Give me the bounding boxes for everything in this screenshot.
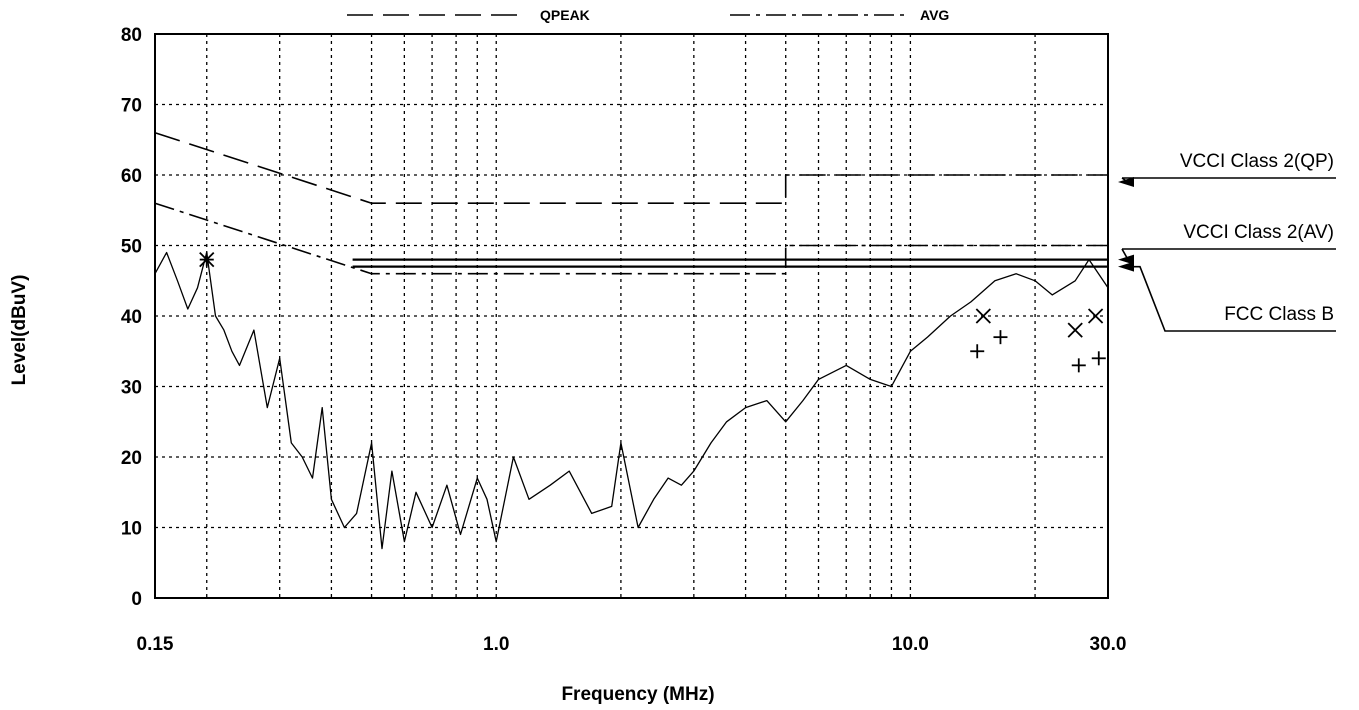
- y-tick-label: 80: [121, 25, 142, 46]
- limit-label: FCC Class B: [1224, 304, 1334, 325]
- y-tick-label: 30: [121, 378, 142, 399]
- legend-label-qpeak: QPEAK: [540, 7, 590, 23]
- y-tick-label: 50: [121, 237, 142, 258]
- y-tick-label: 20: [121, 448, 142, 469]
- y-tick-label: 10: [121, 519, 142, 540]
- y-tick-label: 70: [121, 96, 142, 117]
- limit-label: VCCI Class 2(AV): [1183, 222, 1334, 243]
- y-tick-label: 60: [121, 166, 142, 187]
- x-axis-title: Frequency (MHz): [561, 684, 714, 705]
- y-tick-label: 0: [131, 589, 142, 610]
- x-tick-label: 30.0: [1090, 634, 1127, 655]
- limit-label: VCCI Class 2(QP): [1180, 151, 1334, 172]
- y-axis-title: Level(dBuV): [9, 275, 30, 386]
- y-tick-label: 40: [121, 307, 142, 328]
- x-tick-label: 1.0: [483, 634, 509, 655]
- x-tick-label: 0.15: [137, 634, 174, 655]
- x-tick-label: 10.0: [892, 634, 929, 655]
- legend-label-avg: AVG: [920, 7, 949, 23]
